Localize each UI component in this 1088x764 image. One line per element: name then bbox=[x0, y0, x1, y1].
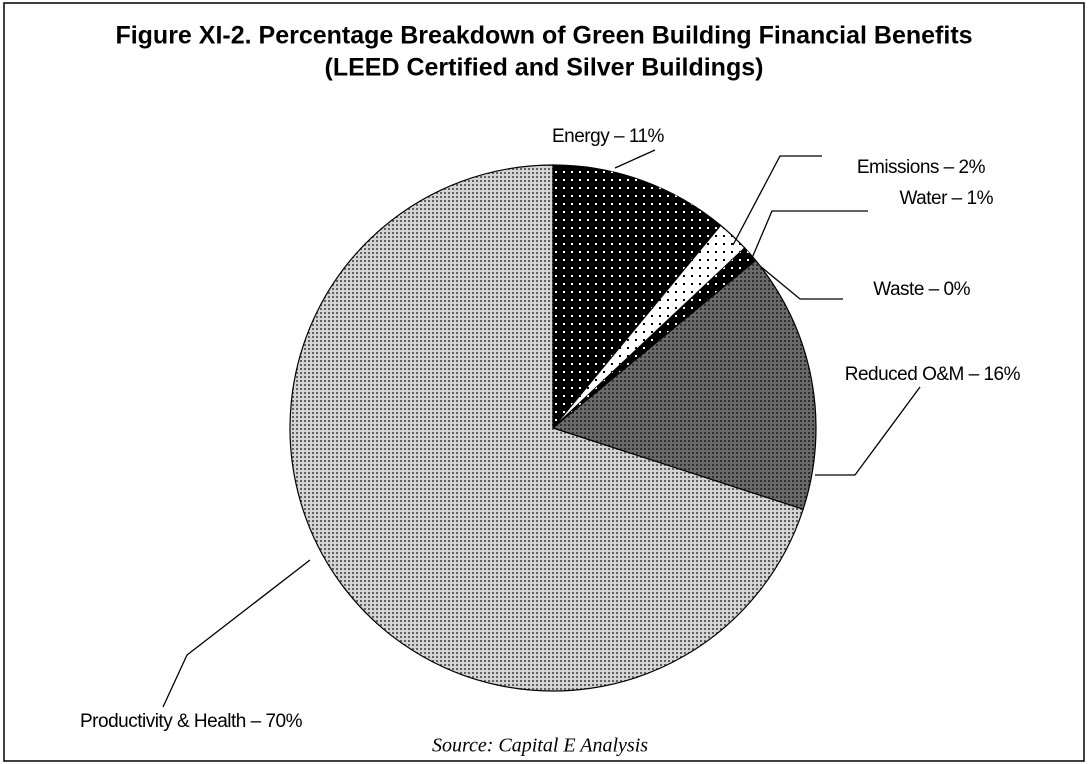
leader-line bbox=[815, 386, 921, 476]
slice-pattern bbox=[553, 247, 756, 428]
leader-line bbox=[732, 155, 822, 246]
slice-label: Emissions – 2% bbox=[857, 157, 986, 178]
slice-label: Reduced O&M – 16% bbox=[845, 364, 1021, 385]
chart-subtitle: (LEED Certified and Silver Buildings) bbox=[325, 54, 764, 82]
leader-line bbox=[614, 149, 656, 169]
slice-pattern bbox=[553, 260, 816, 510]
slice-label: Productivity & Health – 70% bbox=[80, 711, 303, 732]
leader-line bbox=[162, 559, 311, 708]
leader-line bbox=[759, 265, 843, 300]
slice-pattern bbox=[553, 165, 721, 428]
chart-title: Figure XI-2. Percentage Breakdown of Gre… bbox=[115, 22, 972, 50]
slice-label: Energy – 11% bbox=[552, 126, 665, 147]
slice-label: Water – 1% bbox=[899, 188, 993, 209]
slice-pattern bbox=[289, 164, 804, 691]
source-note: Source: Capital E Analysis bbox=[432, 735, 648, 757]
leader-line bbox=[751, 210, 868, 259]
slice-pattern bbox=[553, 225, 745, 428]
slice-label: Waste – 0% bbox=[873, 279, 970, 300]
